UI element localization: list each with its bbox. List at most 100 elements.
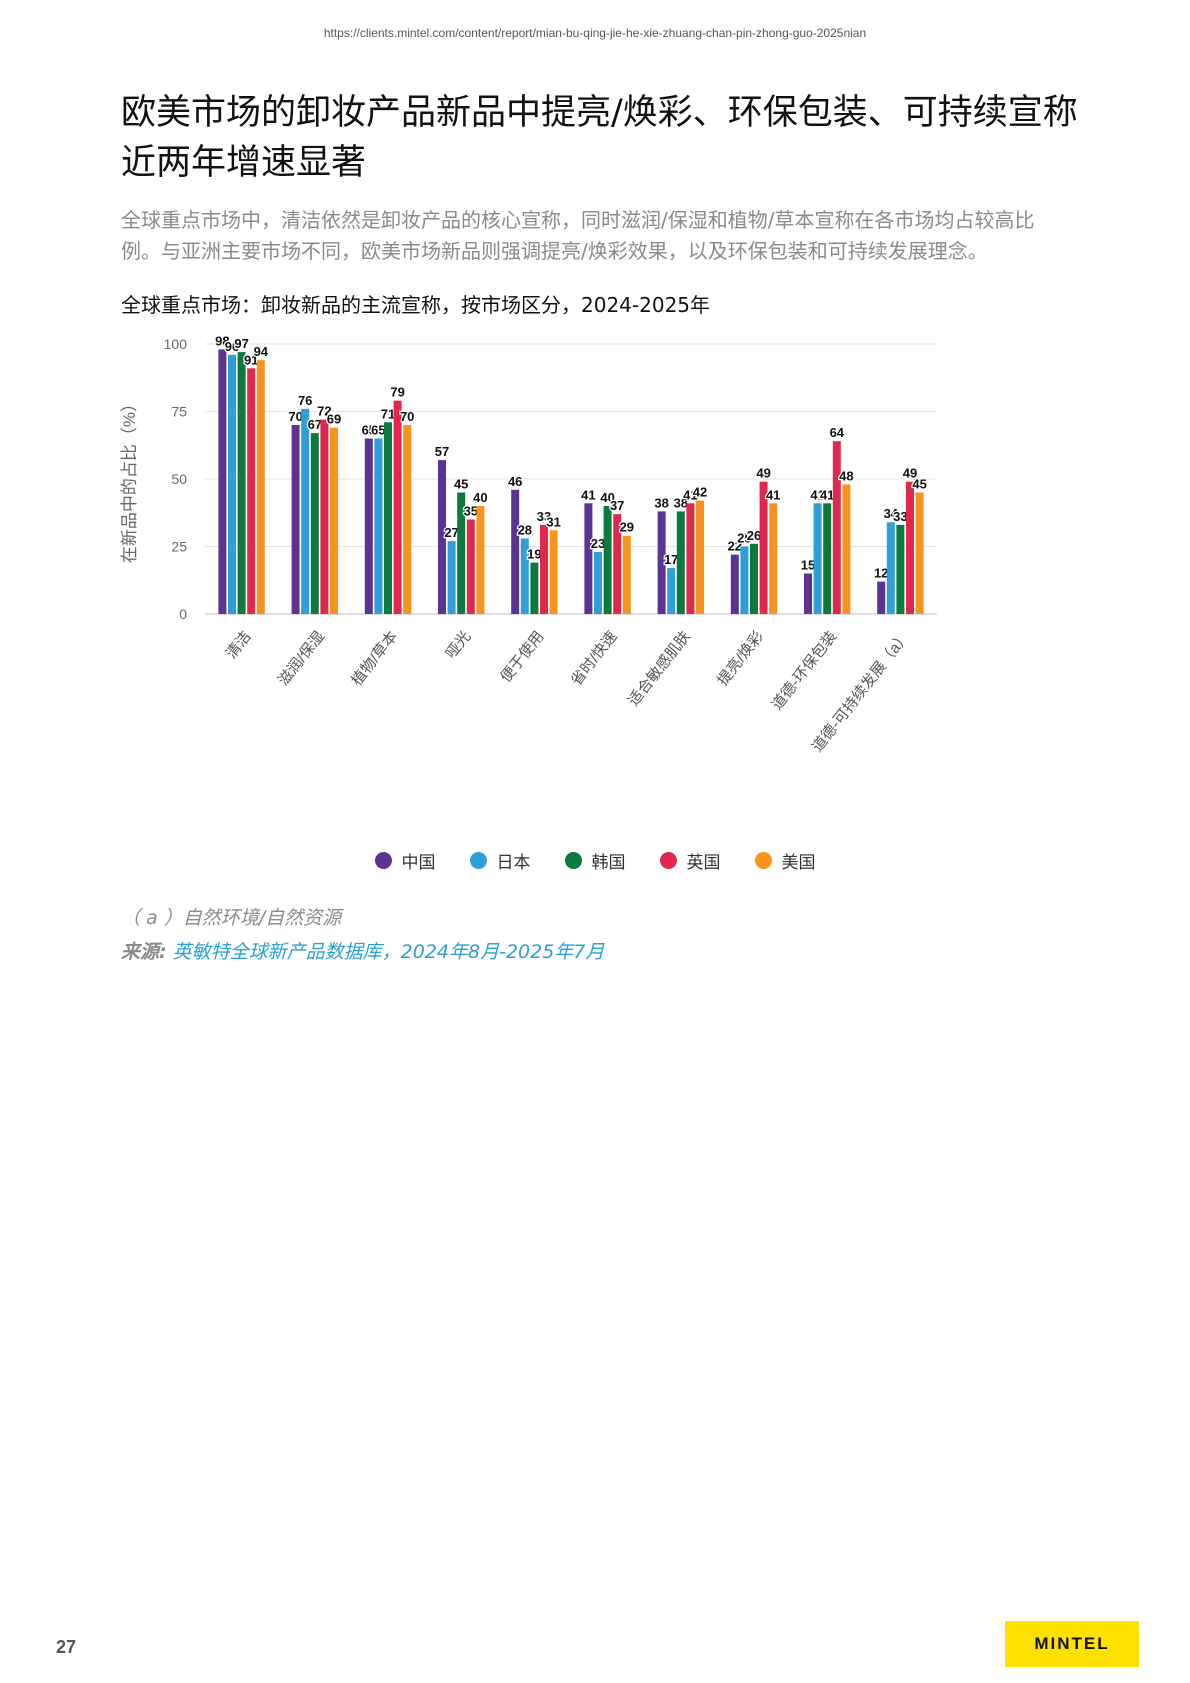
bar <box>750 543 758 614</box>
bar <box>915 492 924 614</box>
bar <box>769 503 778 614</box>
page-number: 27 <box>56 1637 77 1657</box>
data-label: 15 <box>801 558 815 573</box>
data-label: 45 <box>454 477 468 492</box>
x-tick-label: 清洁 <box>223 628 255 662</box>
legend-label: 韩国 <box>591 853 626 873</box>
page-subtitle-line-1: 全球重点市场中，清洁依然是卸妆产品的核心宣称，同时滋润/保湿和植物/草本宣称在各… <box>121 208 1035 232</box>
y-tick-label: 100 <box>164 336 188 352</box>
bar <box>657 511 666 614</box>
data-label: 91 <box>244 352 258 367</box>
data-label: 70 <box>288 409 302 424</box>
page-title-line-2: 近两年增速显著 <box>121 143 367 183</box>
bar <box>676 511 685 614</box>
bar <box>403 425 412 614</box>
y-tick-label: 50 <box>171 471 187 487</box>
bar <box>759 481 768 614</box>
data-label: 29 <box>620 520 634 535</box>
bar <box>520 538 529 614</box>
data-label: 79 <box>390 385 404 400</box>
bar <box>603 506 612 614</box>
data-label: 45 <box>912 477 926 492</box>
bar <box>384 422 392 614</box>
footnote: （ a ）自然环境/自然资源 <box>121 907 342 929</box>
data-label: 28 <box>518 522 532 537</box>
x-tick-label: 滋润/保湿 <box>275 628 328 689</box>
legend-dot-icon <box>659 852 677 869</box>
data-label: 34 <box>884 506 899 521</box>
data-label: 41 <box>581 487 595 502</box>
bar <box>740 546 749 614</box>
legend-label: 英国 <box>686 853 721 873</box>
data-label: 46 <box>508 474 522 489</box>
bar <box>842 484 851 614</box>
data-label: 57 <box>435 444 449 459</box>
x-tick-label: 省时/快速 <box>568 628 621 689</box>
data-label: 65 <box>371 423 385 438</box>
source-link[interactable]: 英敏特全球新产品数据库，2024年8月-2025年7月 <box>172 941 605 963</box>
legend-dot-icon <box>374 852 392 869</box>
page-title: 欧美市场的卸妆产品新品中提亮/焕彩、环保包装、可持续宣称 近两年增速显著 <box>121 88 1081 188</box>
data-label: 70 <box>400 409 414 424</box>
bar-chart: 0255075100在新品中的占比（%）9896979194清洁70766772… <box>120 332 937 755</box>
data-label: 33 <box>537 509 551 524</box>
bar <box>228 354 236 614</box>
bar <box>320 419 329 614</box>
bar <box>256 360 265 614</box>
legend-item: 韩国 <box>564 848 626 873</box>
data-label: 33 <box>893 509 907 524</box>
bar <box>330 427 338 614</box>
bar <box>813 503 822 614</box>
data-label: 41 <box>766 487 780 502</box>
data-label: 40 <box>473 490 487 505</box>
legend-label: 中国 <box>401 853 436 873</box>
legend-label: 日本 <box>496 853 531 873</box>
y-tick-label: 75 <box>171 404 187 420</box>
data-label: 27 <box>444 525 458 540</box>
data-label: 19 <box>527 547 541 562</box>
bar <box>310 433 319 614</box>
x-tick-label: 道德-环保包装 <box>768 627 841 713</box>
bar <box>438 460 446 614</box>
data-label: 72 <box>317 404 331 419</box>
source-line: 来源: 英敏特全球新产品数据库，2024年8月-2025年7月 <box>121 937 604 964</box>
bar <box>237 352 246 614</box>
bar <box>530 562 539 614</box>
legend-dot-icon <box>564 852 582 869</box>
x-tick-label: 哑光 <box>442 628 474 662</box>
data-label: 41 <box>820 487 834 502</box>
bar <box>466 519 475 614</box>
data-label: 64 <box>830 425 845 440</box>
legend-dot-icon <box>754 852 772 869</box>
bar <box>393 400 402 614</box>
bar <box>549 530 558 614</box>
data-label: 69 <box>327 412 341 427</box>
bar <box>584 503 593 614</box>
x-tick-label: 提亮/焕彩 <box>714 628 767 689</box>
x-tick-label: 适合敏感肌肤 <box>625 628 694 709</box>
data-label: 98 <box>215 333 229 348</box>
data-label: 49 <box>756 466 770 481</box>
bar <box>218 349 227 614</box>
data-label: 38 <box>654 495 668 510</box>
data-label: 71 <box>381 406 395 421</box>
bar <box>511 489 520 614</box>
bar <box>540 524 548 614</box>
bar <box>301 408 310 614</box>
legend-item: 中国 <box>374 848 436 873</box>
y-tick-label: 25 <box>171 539 187 555</box>
data-label: 94 <box>254 344 269 359</box>
y-axis-label: 在新品中的占比（%） <box>120 395 139 563</box>
legend-item: 英国 <box>659 848 721 873</box>
bar <box>886 522 895 614</box>
chart-legend: 中国 日本 韩国 英国 美国 <box>0 848 1190 873</box>
page-url: https://clients.mintel.com/content/repor… <box>323 26 867 40</box>
data-label: 22 <box>728 539 742 554</box>
bar <box>447 541 456 614</box>
data-label: 23 <box>591 536 605 551</box>
data-label: 67 <box>308 417 322 432</box>
x-tick-label: 便于使用 <box>497 628 547 686</box>
bar <box>832 441 841 614</box>
data-label: 76 <box>298 393 312 408</box>
data-label: 12 <box>874 566 888 581</box>
